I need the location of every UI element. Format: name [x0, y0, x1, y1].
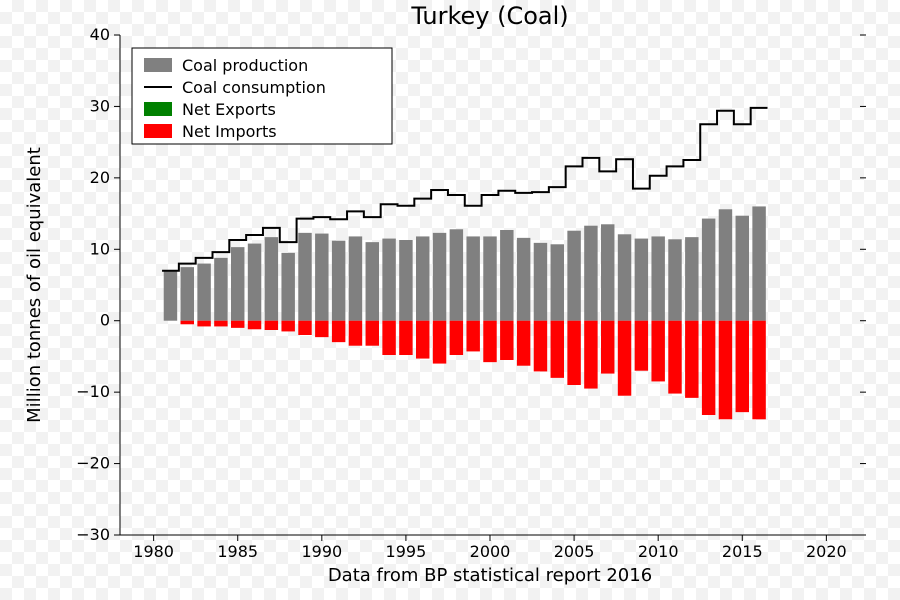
legend-exports-label: Net Exports [182, 100, 276, 119]
x-axis-label: Data from BP statistical report 2016 [328, 565, 652, 586]
bar-production [651, 236, 664, 320]
bar-imports [483, 321, 496, 362]
bar-imports [517, 321, 530, 366]
bar-production [450, 229, 463, 320]
bar-production [382, 239, 395, 321]
y-axis-label: Million tonnes of oil equivalent [24, 147, 45, 423]
chart-svg: −30 −20 −10 0 10 20 30 40 1980 1985 1990 1995 2000 20… [0, 0, 900, 600]
legend-production-swatch [144, 58, 172, 72]
bar-imports [551, 321, 564, 378]
bar-imports [298, 321, 311, 335]
bar-production [534, 243, 547, 321]
bar-production [685, 237, 698, 321]
bar-production [517, 238, 530, 321]
bar-production [567, 231, 580, 321]
legend-production-label: Coal production [182, 56, 308, 75]
xtick-label: 2000 [470, 542, 511, 561]
bar-imports [500, 321, 513, 360]
bar-imports [181, 321, 194, 325]
bar-production [752, 206, 765, 320]
bar-imports [416, 321, 429, 359]
bar-imports [534, 321, 547, 372]
legend-imports-swatch [144, 124, 172, 138]
bar-production [197, 264, 210, 321]
xtick-label: 1995 [386, 542, 427, 561]
bar-production [315, 234, 328, 321]
bar-production [668, 239, 681, 320]
bar-imports [433, 321, 446, 364]
bar-imports [332, 321, 345, 342]
bar-imports [197, 321, 210, 327]
bar-imports [685, 321, 698, 398]
bar-imports [635, 321, 648, 371]
bar-production [719, 209, 732, 320]
legend-exports-swatch [144, 102, 172, 116]
bar-production [366, 242, 379, 321]
bar-production [466, 236, 479, 320]
bar-imports [584, 321, 597, 389]
bar-production [551, 244, 564, 320]
xtick-label: 2015 [722, 542, 763, 561]
xtick-label: 1990 [301, 542, 342, 561]
bar-production [500, 230, 513, 321]
bar-imports [466, 321, 479, 352]
bar-imports [668, 321, 681, 394]
bar-imports [265, 321, 278, 330]
xtick-label: 2020 [806, 542, 847, 561]
bar-production [332, 241, 345, 321]
bar-imports [651, 321, 664, 382]
bar-production [584, 226, 597, 321]
ytick-label: 20 [90, 168, 110, 187]
bar-imports [736, 321, 749, 412]
bar-production [601, 224, 614, 320]
bar-production [702, 219, 715, 321]
bar-imports [601, 321, 614, 374]
bar-production [281, 253, 294, 321]
ytick-label: 10 [90, 239, 110, 258]
xtick-label: 1980 [133, 542, 174, 561]
bar-production [231, 247, 244, 321]
bar-imports [719, 321, 732, 420]
ytick-label: 30 [90, 96, 110, 115]
bar-production [214, 258, 227, 321]
bar-imports [349, 321, 362, 346]
ytick-label: −10 [76, 382, 110, 401]
bar-imports [618, 321, 631, 396]
bar-production [248, 244, 261, 321]
bar-imports [366, 321, 379, 346]
bar-imports [702, 321, 715, 415]
xtick-label: 2010 [638, 542, 679, 561]
bar-imports [752, 321, 765, 420]
bar-production [265, 237, 278, 321]
bar-production [399, 240, 412, 321]
bar-imports [248, 321, 261, 330]
ytick-label: 40 [90, 25, 110, 44]
xtick-label: 1985 [217, 542, 258, 561]
ytick-label: 0 [100, 311, 110, 330]
bar-production [181, 267, 194, 321]
bar-production [349, 236, 362, 320]
bar-production [483, 236, 496, 320]
xtick-label: 2005 [554, 542, 595, 561]
ytick-label: −30 [76, 525, 110, 544]
bar-imports [399, 321, 412, 355]
bar-imports [382, 321, 395, 355]
legend-imports-label: Net Imports [182, 122, 277, 141]
bar-imports [281, 321, 294, 332]
chart-title: Turkey (Coal) [410, 2, 568, 30]
bar-imports [315, 321, 328, 337]
bar-imports [231, 321, 244, 328]
bar-production [164, 271, 177, 321]
legend-consumption-label: Coal consumption [182, 78, 326, 97]
bar-production [298, 233, 311, 321]
bar-imports [450, 321, 463, 355]
bar-production [736, 216, 749, 321]
bar-imports [567, 321, 580, 385]
bar-production [635, 239, 648, 321]
ytick-label: −20 [76, 454, 110, 473]
bar-production [433, 233, 446, 321]
bar-imports [214, 321, 227, 327]
bar-production [618, 234, 631, 320]
bar-production [416, 236, 429, 320]
